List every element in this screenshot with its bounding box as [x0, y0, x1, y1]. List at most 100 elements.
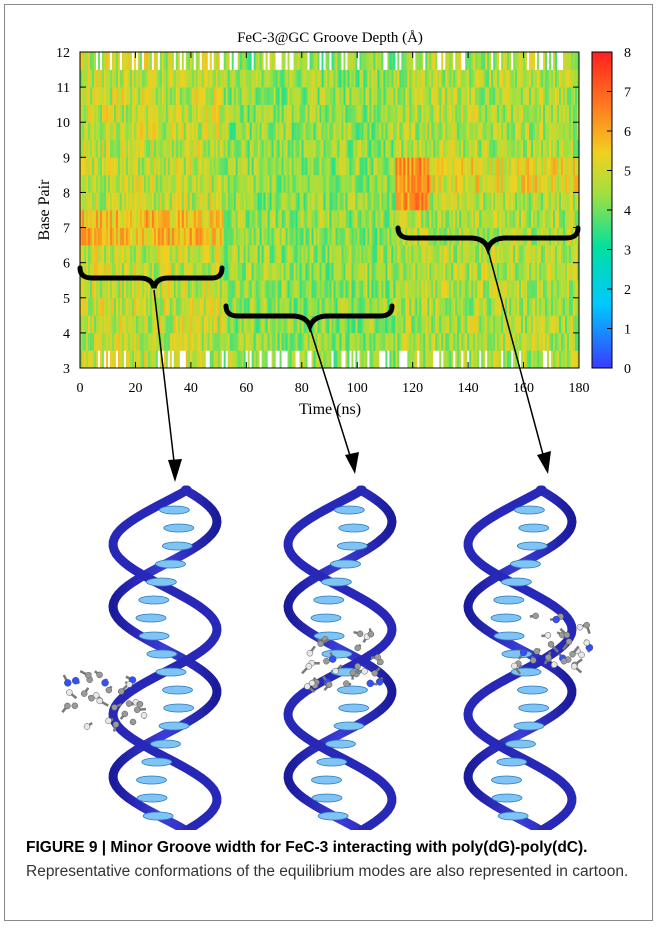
heatmap-cell	[177, 139, 181, 158]
heatmap-cell	[373, 174, 376, 193]
heatmap-cell	[105, 350, 109, 369]
heatmap-cell	[469, 122, 472, 141]
heatmap-cell	[375, 139, 378, 158]
heatmap-cell	[293, 139, 296, 158]
heatmap-cell	[399, 280, 402, 299]
heatmap-cell	[537, 315, 540, 334]
heatmap-cell	[139, 139, 143, 158]
heatmap-cell	[95, 262, 99, 281]
heatmap-cell	[381, 262, 384, 281]
heatmap-cell	[283, 297, 286, 316]
heatmap-cell	[89, 315, 93, 334]
y-axis-label: Base Pair	[36, 179, 53, 241]
heatmap-cell	[135, 157, 139, 176]
heatmap-cell	[431, 104, 434, 123]
heatmap-cell	[527, 210, 530, 228]
heatmap-cell	[287, 87, 290, 105]
heatmap-cell	[155, 245, 159, 263]
heatmap-cell	[149, 174, 153, 193]
heatmap-cell	[227, 332, 230, 351]
heatmap-cell	[561, 139, 564, 158]
heatmap-cell	[505, 262, 508, 281]
heatmap-cell	[82, 245, 85, 263]
heatmap-cell	[123, 297, 127, 316]
heatmap-cell	[415, 262, 418, 281]
heatmap-cell	[383, 87, 386, 105]
heatmap-cell	[567, 210, 570, 228]
heatmap-cell	[351, 192, 354, 211]
heatmap-cell	[335, 350, 338, 369]
heatmap-cell	[365, 139, 368, 158]
heatmap-cell	[277, 350, 280, 369]
heatmap-cell	[297, 157, 300, 176]
heatmap-cell	[325, 192, 328, 211]
heatmap-cell	[289, 262, 292, 281]
heatmap-cell	[389, 87, 392, 105]
heatmap-cell	[201, 245, 205, 263]
heatmap-cell	[125, 262, 129, 281]
heatmap-cell	[169, 332, 173, 351]
heatmap-cell	[345, 87, 348, 105]
heatmap-cell	[439, 350, 442, 369]
heatmap-cell	[225, 210, 229, 228]
heatmap-cell	[269, 262, 272, 281]
heatmap-cell	[113, 245, 117, 263]
heatmap-cell	[149, 139, 153, 158]
heatmap-cell	[129, 87, 133, 105]
heatmap-cell	[363, 280, 366, 299]
heatmap-cell	[107, 332, 111, 351]
heatmap-cell	[365, 87, 368, 105]
heatmap-cell	[313, 139, 316, 158]
heatmap-cell	[203, 297, 207, 316]
heatmap-cell	[103, 122, 107, 141]
heatmap-cell	[561, 87, 564, 105]
heatmap-cell	[471, 315, 474, 334]
heatmap-cell	[345, 192, 348, 211]
heatmap-cell	[155, 280, 159, 299]
heatmap-cell	[277, 174, 280, 193]
heatmap-cell	[487, 157, 490, 176]
base-pair-disc	[313, 631, 345, 641]
heatmap-cell	[467, 315, 470, 334]
heatmap-cell	[511, 87, 514, 105]
heatmap-cell	[501, 139, 504, 158]
heatmap-cell	[225, 262, 229, 281]
heatmap-cell	[275, 297, 278, 316]
heatmap-cell	[473, 174, 476, 193]
heatmap-cell	[321, 350, 324, 369]
heatmap-cell	[321, 192, 324, 211]
heatmap-cell	[255, 227, 258, 246]
heatmap-cell	[479, 227, 482, 246]
heatmap-cell	[525, 350, 528, 369]
heatmap-cell	[397, 87, 400, 105]
heatmap-cell	[401, 350, 404, 369]
heatmap-cell	[307, 87, 310, 105]
heatmap-cell	[303, 69, 306, 88]
heatmap-cell	[385, 69, 388, 88]
heatmap-cell	[231, 192, 234, 211]
heatmap-cell	[247, 227, 250, 246]
heatmap-cell	[451, 157, 454, 176]
heatmap-cell	[227, 262, 230, 281]
ligand-atom	[349, 669, 357, 676]
heatmap-cell	[115, 297, 119, 316]
heatmap-cell	[251, 157, 254, 176]
ligand-atom	[317, 640, 324, 647]
heatmap-cell	[411, 280, 414, 299]
heatmap-cell	[165, 157, 169, 176]
heatmap-cell	[281, 157, 284, 176]
heatmap-cell	[169, 174, 173, 193]
heatmap-cell	[131, 262, 135, 281]
heatmap-cell	[553, 69, 556, 88]
heatmap-cell	[159, 192, 163, 211]
heatmap-cell	[475, 332, 478, 351]
heatmap-cell	[299, 157, 302, 176]
heatmap-cell	[151, 315, 155, 334]
heatmap-cell	[503, 332, 506, 351]
heatmap-cell	[91, 122, 95, 141]
heatmap-cell	[545, 174, 548, 193]
heatmap-cell	[185, 332, 189, 351]
heatmap-cell	[513, 122, 516, 141]
heatmap-cell	[339, 210, 342, 228]
heatmap-cell	[413, 87, 416, 105]
